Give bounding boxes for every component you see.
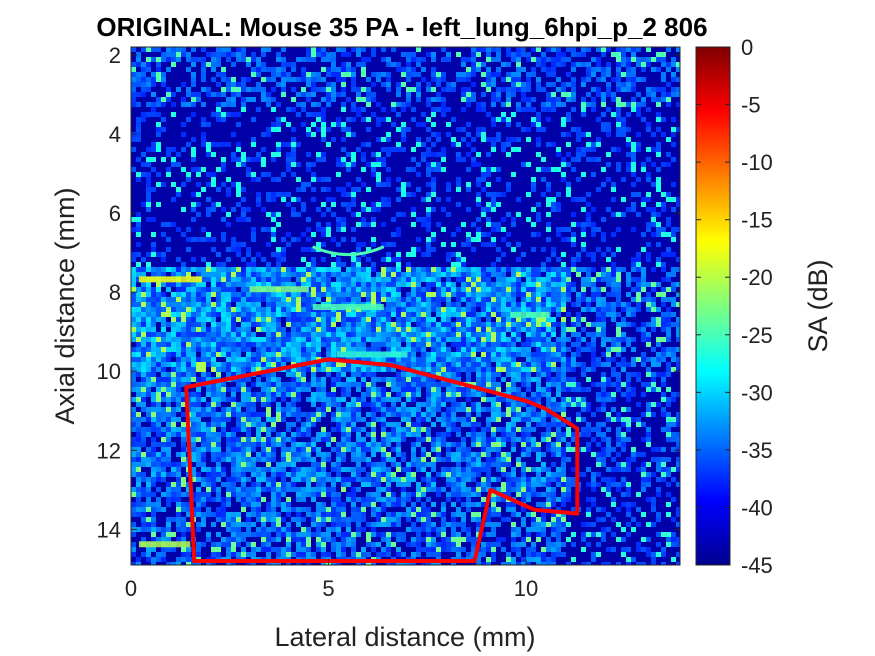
colorbar-tick-label: -10 [741, 150, 773, 175]
colorbar-tick-label: -20 [741, 265, 773, 290]
chart-title: ORIGINAL: Mouse 35 PA - left_lung_6hpi_p… [96, 12, 707, 42]
colorbar-tick-label: -15 [741, 208, 773, 233]
y-tick-label: 4 [109, 122, 121, 147]
roi-polygon [184, 357, 580, 563]
plot-frame [130, 46, 681, 566]
y-axis: 2 4 6 8 10 12 14 [97, 43, 680, 542]
colorbar-axis: 0 -5 -10 -15 -20 -25 -30 -35 -40 -45 [696, 35, 773, 578]
y-axis-label: Axial distance (mm) [50, 187, 80, 424]
colorbar-tick-label: -35 [741, 438, 773, 463]
colorbar-tick-label: -30 [741, 380, 773, 405]
y-tick-label: 2 [109, 43, 121, 68]
y-tick-label: 12 [97, 438, 121, 463]
x-axis: 0 5 10 [125, 47, 538, 601]
colorbar-tick-label: 0 [741, 35, 753, 60]
y-tick-label: 8 [109, 280, 121, 305]
y-tick-label: 6 [109, 201, 121, 226]
colorbar-tick-label: -45 [741, 553, 773, 578]
y-tick-label: 14 [97, 517, 121, 542]
colorbar-tick-label: -40 [741, 495, 773, 520]
x-axis-label: Lateral distance (mm) [274, 622, 535, 652]
colorbar [695, 46, 731, 566]
x-tick-label: 5 [322, 576, 334, 601]
x-tick-label: 0 [125, 576, 137, 601]
x-tick-label: 10 [514, 576, 538, 601]
roi-overlay [184, 357, 580, 563]
colorbar-tick-label: -25 [741, 323, 773, 348]
colorbar-tick-label: -5 [741, 93, 761, 118]
colorbar-label: SA (dB) [803, 259, 833, 352]
heatmap-image [131, 47, 680, 565]
y-tick-label: 10 [97, 359, 121, 384]
